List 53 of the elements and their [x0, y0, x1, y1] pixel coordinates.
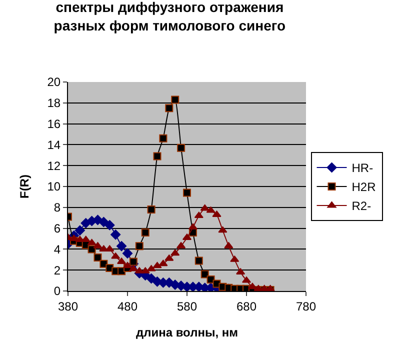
point — [104, 220, 115, 230]
point — [87, 238, 96, 246]
y-tick-label: 10 — [47, 180, 61, 194]
x-tick-label: 780 — [296, 299, 316, 314]
y-axis-title: F(R) — [18, 174, 32, 198]
y-tick-label: 20 — [47, 75, 61, 90]
x-tick-label: 680 — [236, 299, 257, 314]
y-tick-label: 2 — [54, 263, 61, 278]
point — [147, 205, 156, 214]
point — [158, 260, 168, 266]
x-axis-title: длина волны, нм — [136, 325, 238, 340]
x-tick-label: 480 — [117, 299, 138, 314]
point — [170, 249, 180, 256]
point — [141, 228, 150, 236]
x-tick-label: 380 — [58, 299, 78, 314]
point — [177, 144, 186, 152]
point — [218, 226, 228, 233]
legend-label: R2- — [352, 199, 372, 214]
y-tick-label: 14 — [47, 138, 61, 152]
point — [98, 216, 109, 228]
point — [200, 204, 210, 211]
point — [248, 282, 257, 290]
point — [194, 212, 204, 218]
point — [183, 188, 191, 197]
point — [152, 262, 162, 268]
point — [188, 223, 198, 230]
y-tick-label: 6 — [54, 222, 61, 236]
point — [116, 241, 127, 252]
point — [194, 256, 203, 265]
point — [165, 104, 174, 112]
point — [135, 242, 144, 250]
point — [88, 245, 96, 254]
x-tick-label: 580 — [176, 299, 198, 314]
point — [146, 273, 156, 284]
y-tick-label: 4 — [54, 242, 61, 256]
point — [129, 258, 138, 266]
y-tick-label: 12 — [47, 158, 61, 173]
y-tick-label: 0 — [54, 284, 61, 298]
chart-title: спектры диффузного отражения разных форм тимолового синего — [54, 0, 286, 34]
y-tick-label: 18 — [47, 96, 61, 110]
point — [171, 96, 180, 104]
point — [110, 230, 121, 240]
point — [200, 270, 209, 278]
point — [94, 254, 102, 262]
point — [122, 248, 133, 258]
legend-label: HR- — [352, 161, 374, 176]
point — [74, 225, 85, 236]
point — [122, 262, 132, 268]
point — [159, 134, 168, 142]
legend-label: H2R — [352, 180, 376, 194]
y-tick-label: 8 — [54, 200, 61, 215]
y-tick-label: 16 — [47, 117, 61, 131]
point — [153, 152, 162, 160]
